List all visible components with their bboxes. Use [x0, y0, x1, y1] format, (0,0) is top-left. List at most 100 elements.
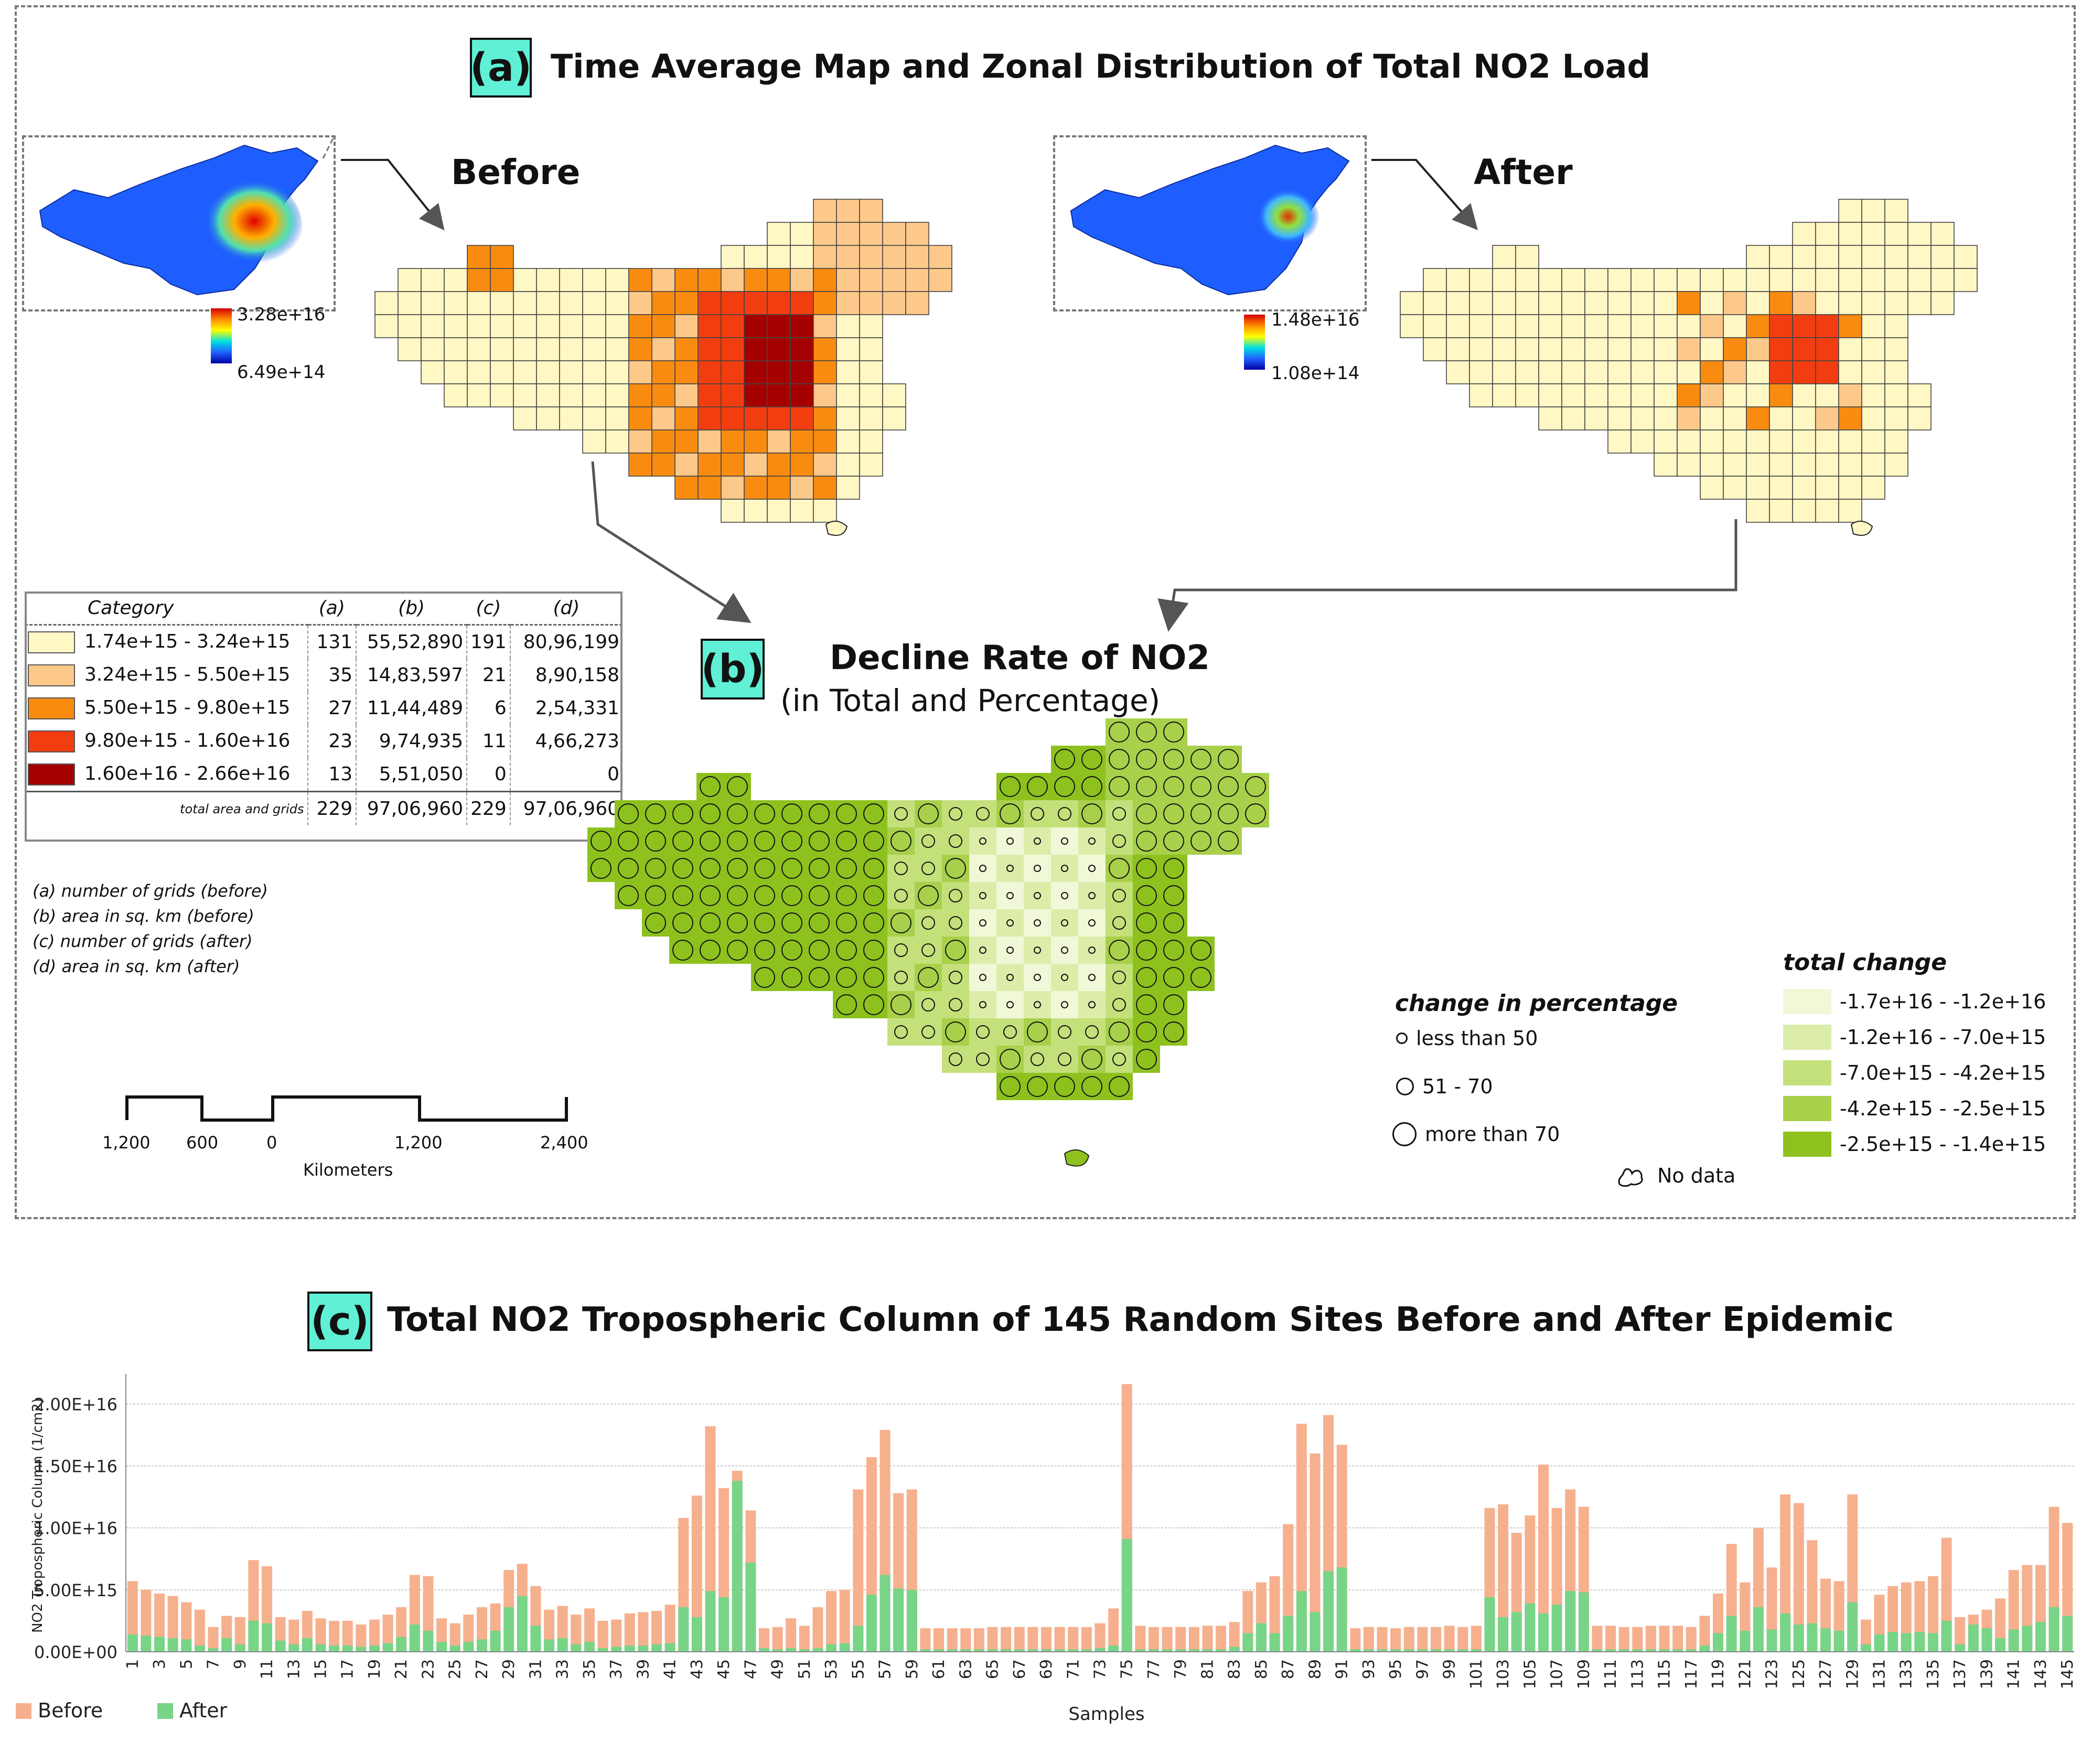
grid-cell [1815, 337, 1839, 361]
x-tick-label: 81 [1198, 1659, 1217, 1679]
grid-cell [1792, 406, 1816, 431]
grid-cell [859, 245, 883, 269]
decline-grid-cell [969, 827, 996, 855]
decline-circle [618, 858, 639, 879]
grid-cell [1884, 383, 1908, 407]
grid-cell [398, 314, 422, 338]
bar-after [678, 1607, 689, 1652]
bar-before [1431, 1627, 1442, 1652]
decline-circle [1218, 749, 1239, 770]
decline-grid-cell [1133, 964, 1160, 991]
grid-cell [651, 429, 675, 454]
grid-cell [721, 499, 745, 523]
decline-grid-cell [1242, 800, 1269, 827]
decline-circle [1081, 776, 1102, 797]
bar-after [1538, 1613, 1549, 1652]
x-tick-label: 133 [1897, 1659, 1916, 1689]
bar-before [342, 1620, 353, 1652]
bar-after [1713, 1633, 1724, 1652]
decline-circle [1136, 722, 1157, 743]
bar-after [1887, 1632, 1898, 1652]
decline-grid-cell [1160, 855, 1187, 882]
bar-after [1565, 1591, 1576, 1652]
decline-circle [949, 916, 962, 930]
total-legend-label: -1.7e+16 - -1.2e+16 [1840, 990, 2046, 1013]
decline-circle [1054, 1076, 1075, 1097]
table-total-row: total area and grids 229 97,06,960 229 9… [25, 791, 623, 825]
decline-circle [979, 892, 986, 899]
grid-cell [605, 360, 629, 384]
grid-cell [1815, 268, 1839, 292]
grid-cell [1446, 291, 1470, 315]
grid-cell [1746, 406, 1770, 431]
bar-after [1095, 1648, 1106, 1652]
x-tick-label: 141 [2005, 1659, 2023, 1689]
grid-cell [1815, 291, 1839, 315]
table-cell-d: 80,96,199 [523, 631, 619, 653]
grid-cell [1861, 406, 1885, 431]
decline-grid-cell [833, 882, 860, 909]
grid-cell [1838, 453, 1862, 477]
table-cell-a: 131 [307, 625, 357, 659]
grid-cell [1492, 383, 1516, 407]
grid-cell [467, 314, 491, 338]
x-tick-label: 49 [769, 1659, 787, 1679]
decline-grid-cell [1078, 1046, 1106, 1073]
grid-cell [1815, 406, 1839, 431]
grid-cell [513, 383, 537, 407]
decline-grid-cell [860, 937, 887, 964]
decline-circle [945, 858, 966, 879]
grid-cell [1792, 429, 1816, 454]
bar-after [691, 1617, 702, 1652]
grid-cell [1654, 406, 1678, 431]
decline-grid-cell [860, 855, 887, 882]
x-tick-label: 57 [876, 1659, 895, 1679]
bar-after [1901, 1633, 1912, 1652]
bar-before [315, 1618, 326, 1652]
decline-grid-cell [942, 827, 969, 855]
decline-grid-cell [724, 800, 751, 827]
bar-after [423, 1630, 434, 1652]
bar-after [517, 1596, 528, 1652]
decline-grid-cell [587, 855, 615, 882]
grid-cell [859, 199, 883, 223]
panel-c-title: Total NO2 Tropospheric Column of 145 Ran… [387, 1300, 1894, 1339]
grid-cell [1861, 291, 1885, 315]
decline-grid-cell [724, 882, 751, 909]
bar-after [853, 1626, 864, 1652]
decline-circle [945, 940, 966, 961]
decline-circle [1190, 803, 1211, 824]
decline-grid-cell [806, 827, 833, 855]
decline-circle [754, 831, 775, 852]
decline-circle [836, 885, 857, 906]
decline-circle [1218, 776, 1239, 797]
bar-after [1605, 1649, 1616, 1652]
grid-cell [721, 406, 745, 431]
decline-circle [1112, 889, 1126, 902]
grid-cell [1538, 360, 1562, 384]
connector-arrows [341, 159, 1737, 632]
after-colorbar-max: 1.48e+16 [1271, 309, 1360, 330]
legend-swatch [157, 1703, 173, 1719]
decline-grid-cell [942, 909, 969, 937]
bar-before [853, 1489, 864, 1652]
decline-circle [1088, 974, 1096, 981]
bar-after [1645, 1649, 1656, 1652]
table-cell-c: 21 [467, 659, 511, 692]
bar-before [1188, 1627, 1199, 1652]
bar-after [490, 1630, 501, 1652]
table-cell-d: 2,54,331 [535, 697, 619, 719]
decline-circle [1109, 858, 1130, 879]
grid-cell [882, 222, 906, 246]
grid-cell [744, 291, 768, 315]
bar-after [1054, 1649, 1065, 1652]
nodata-icon [1618, 1168, 1643, 1187]
bar-before [1310, 1453, 1321, 1652]
decline-circle [1006, 1001, 1014, 1008]
decline-circle [1058, 807, 1071, 821]
decline-grid-cell [1051, 991, 1078, 1018]
bar-after [530, 1626, 541, 1652]
decline-circle [1034, 837, 1041, 845]
decline-grid-cell [887, 855, 915, 882]
bar-before [1108, 1608, 1119, 1652]
